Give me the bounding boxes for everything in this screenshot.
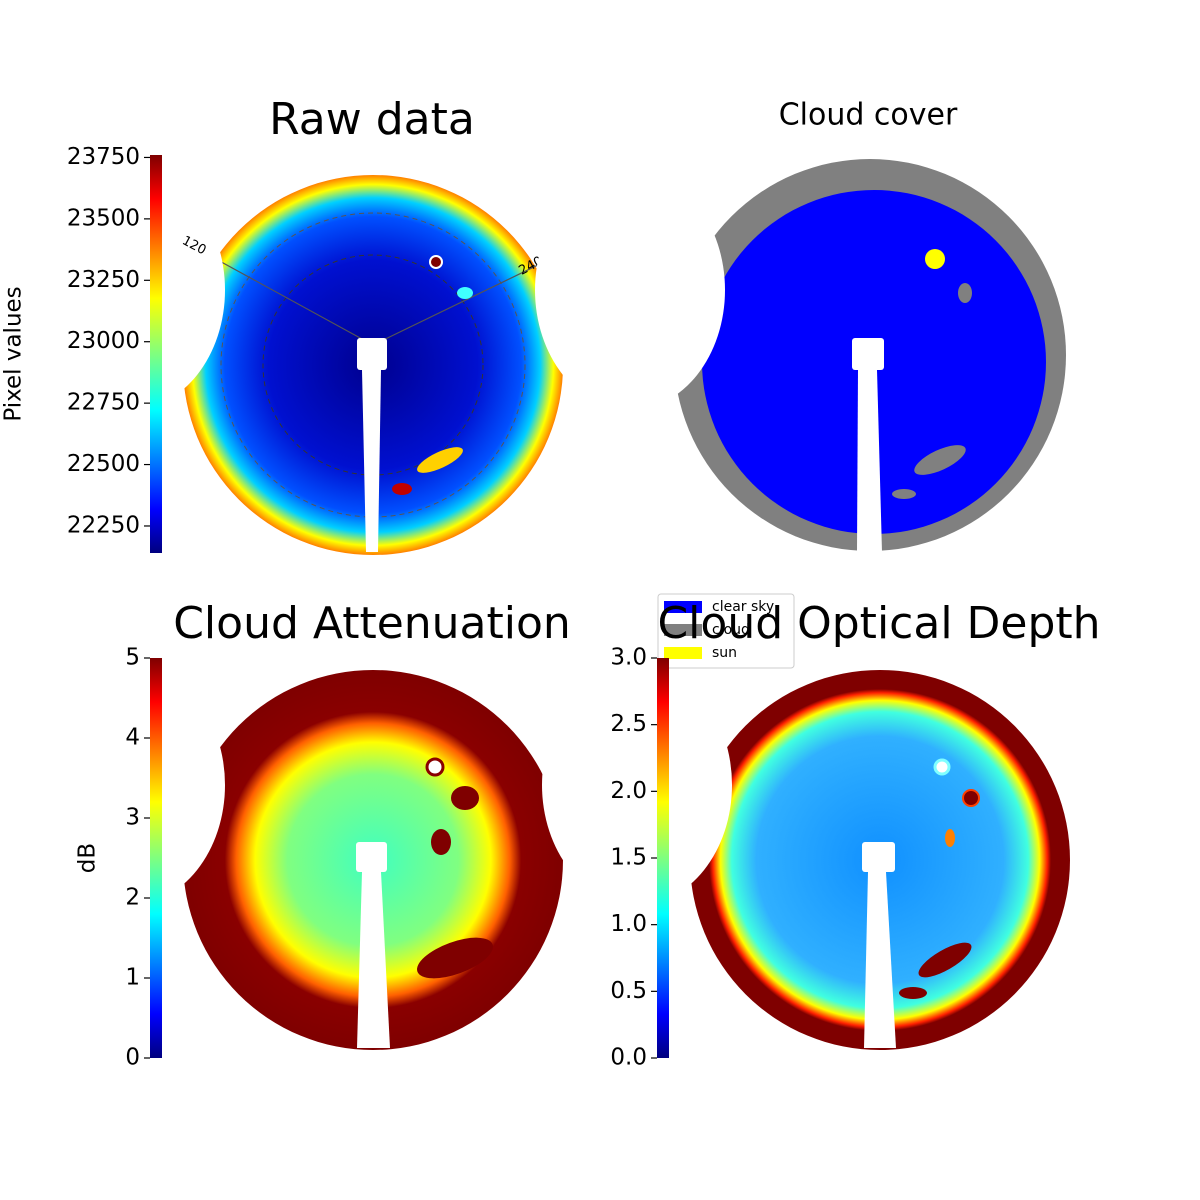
colorbar-tick-label: 3.0 bbox=[610, 645, 647, 671]
colorbar bbox=[150, 155, 162, 553]
colorbar-tick-label: 23500 bbox=[67, 205, 140, 231]
colorbar-tick-label: 23000 bbox=[67, 328, 140, 354]
colorbar-label: Pixel values bbox=[1, 286, 27, 421]
panel-title: Cloud cover bbox=[779, 98, 958, 133]
cloud-cover-image bbox=[535, 159, 1066, 552]
attenuation-image bbox=[35, 665, 563, 1050]
colorbar-tick-label: 22750 bbox=[67, 390, 140, 416]
colorbar-tick-label: 2.5 bbox=[610, 711, 647, 737]
legend-label: clear sky bbox=[712, 599, 774, 615]
colorbar bbox=[150, 658, 162, 1058]
legend-swatch bbox=[664, 624, 702, 636]
legend: clear sky cloud sun bbox=[657, 593, 795, 669]
panel-title: Raw data bbox=[269, 94, 475, 145]
legend-swatch bbox=[664, 601, 702, 613]
colorbar-tick-label: 23250 bbox=[67, 267, 140, 293]
colorbar-tick-label: 22250 bbox=[67, 512, 140, 538]
colorbar-tick-label: 0 bbox=[125, 1045, 140, 1071]
panel-title: Cloud Attenuation bbox=[173, 598, 571, 649]
colorbar-tick-label: 0.5 bbox=[610, 978, 647, 1004]
raw-image bbox=[35, 170, 574, 555]
colorbar-tick-label: 3 bbox=[125, 805, 140, 831]
colorbar-tick-label: 1 bbox=[125, 965, 140, 991]
colorbar-tick-label: 1.5 bbox=[610, 845, 647, 871]
colorbar-label: dB bbox=[75, 843, 101, 873]
legend-swatch bbox=[664, 647, 702, 659]
colorbar-tick-label: 1.0 bbox=[610, 911, 647, 937]
colorbar-tick-label: 4 bbox=[125, 725, 140, 751]
colorbar-tick-label: 2 bbox=[125, 885, 140, 911]
colorbar-tick-label: 2.0 bbox=[610, 778, 647, 804]
colorbar-tick-label: 22500 bbox=[67, 451, 140, 477]
legend-label: cloud bbox=[712, 622, 750, 638]
colorbar-tick-label: 0.0 bbox=[610, 1045, 647, 1071]
optical-depth-image bbox=[542, 665, 1070, 1050]
colorbar-tick-label: 23750 bbox=[67, 144, 140, 170]
colorbar-tick-label: 5 bbox=[125, 645, 140, 671]
panel-title: Cloud Optical Depth bbox=[657, 598, 1100, 649]
colorbar bbox=[657, 658, 669, 1058]
legend-label: sun bbox=[712, 645, 737, 661]
